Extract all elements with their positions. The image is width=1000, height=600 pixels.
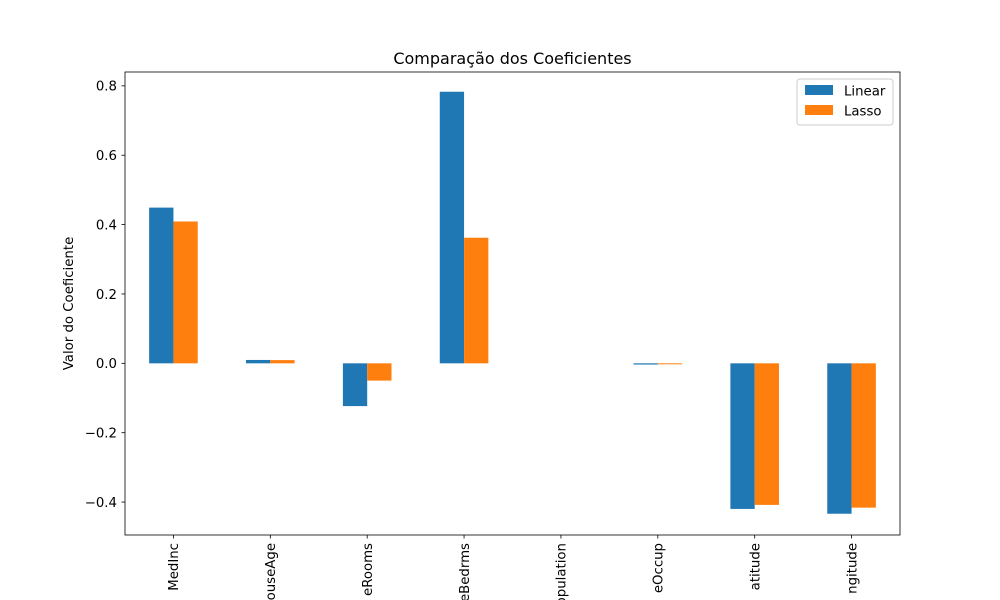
x-axis: MedInc ouseAge eRooms eBedrms opulation eOccu… [167,535,860,600]
bar-lasso-latitude [754,363,779,505]
bar-linear-longitude [827,363,852,514]
bar-linear-aveoccup [633,363,658,365]
bar-lasso-medinc [173,221,198,364]
y-tick-label: −0.4 [85,496,117,511]
x-tick-label: eBedrms [458,543,473,600]
legend-label-lasso: Lasso [844,105,882,120]
bar-linear-medinc [149,207,174,364]
x-tick-label: opulation [555,543,570,600]
bar-lasso-aveoccup [657,363,683,365]
bar-lasso-avebedrms [464,237,489,364]
y-tick-label: 0.6 [96,149,117,164]
bar-linear-latitude [730,363,755,509]
x-tick-label: ouseAge [264,543,279,600]
legend-label-linear: Linear [844,85,886,100]
y-tick-label: 0.4 [96,218,117,233]
bar-linear-houseage [246,359,271,364]
y-axis: −0.4 −0.2 0.0 0.2 0.4 0.6 0.8 [85,80,125,511]
chart-title: Comparação dos Coeficientes [393,49,631,68]
y-tick-label: 0.2 [96,288,117,303]
bars-group [149,91,876,514]
x-tick-label: eOccup [652,543,667,593]
x-tick-label: eRooms [361,543,376,596]
y-tick-label: 0.0 [96,357,117,372]
plot-area-frame [124,71,901,536]
x-tick-label: ngitude [845,543,860,594]
y-tick-label: 0.8 [96,80,117,95]
x-tick-label: MedInc [167,543,182,591]
bar-lasso-averooms [367,363,392,381]
bar-lasso-houseage [270,360,295,364]
x-tick-label: atitude [748,543,763,590]
legend-swatch-linear [805,85,833,95]
y-axis-label: Valor do Coeficiente [62,237,77,371]
bar-lasso-longitude [851,363,876,508]
bar-linear-averooms [342,363,368,407]
legend: Linear Lasso [796,78,894,126]
y-tick-label: −0.2 [85,426,117,441]
bar-linear-avebedrms [439,91,465,364]
legend-swatch-lasso [805,105,833,115]
